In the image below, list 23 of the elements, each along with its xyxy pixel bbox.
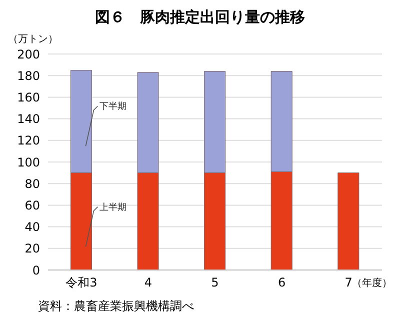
x-axis-title: （年度） [352, 276, 392, 290]
y-tick-label: 200 [17, 47, 40, 62]
series-label: 下半期 [100, 101, 127, 112]
chart-title: 図６ 豚肉推定出回り量の推移 [94, 8, 306, 28]
y-tick-label: 120 [17, 134, 40, 148]
y-tick-label: 140 [17, 112, 40, 126]
y-tick-label: 20 [24, 242, 40, 256]
x-tick-label: 6 [278, 276, 286, 290]
x-tick-label: 7 [344, 276, 352, 290]
x-tick-label: 4 [144, 276, 152, 290]
x-tick-label: 令和3 [66, 276, 98, 290]
y-tick-label: 180 [17, 68, 40, 83]
y-tick-label: 40 [24, 220, 40, 234]
y-tick-label: 160 [17, 90, 40, 104]
x-tick-label: 5 [211, 276, 219, 290]
y-tick-label: 100 [17, 155, 40, 170]
y-axis-title: （万トン） [8, 33, 58, 46]
y-tick-label: 60 [24, 198, 40, 212]
series-label: 上半期 [100, 202, 127, 213]
y-tick-label: 80 [24, 176, 40, 191]
bar [338, 172, 360, 270]
text: 資料：農畜産業振興機構調べ [37, 298, 195, 315]
y-tick-label: 0 [32, 263, 40, 278]
